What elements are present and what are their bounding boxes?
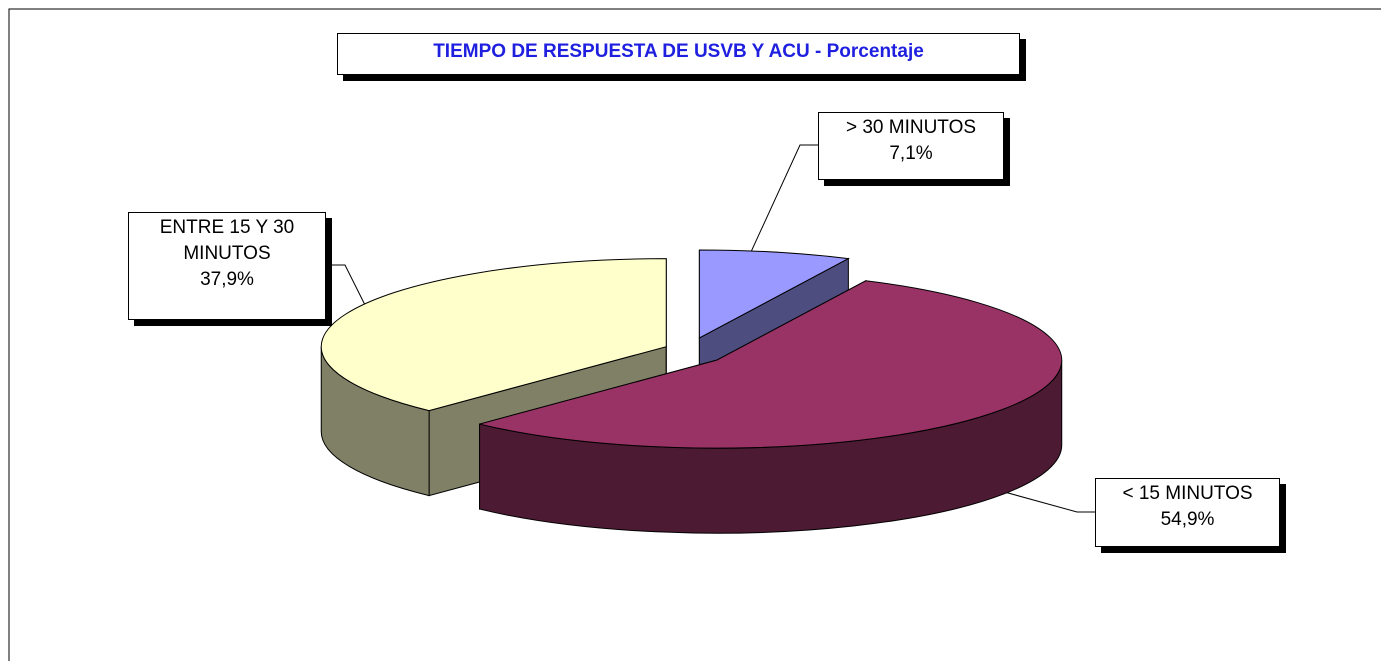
leader-line <box>989 487 1095 513</box>
data-label: > 30 MINUTOS 7,1% <box>818 112 1004 180</box>
data-label: ENTRE 15 Y 30 MINUTOS 37,9% <box>128 212 326 320</box>
label-value: 37,9% <box>200 269 254 290</box>
label-category: ENTRE 15 Y 30 MINUTOS <box>159 217 295 264</box>
leader-line <box>744 144 818 266</box>
chart-border <box>8 8 1381 661</box>
slice-top <box>320 258 667 412</box>
pie-slice <box>479 279 1063 534</box>
label-category: > 30 MINUTOS <box>845 117 977 138</box>
leader-line <box>326 264 371 316</box>
label-value: 7,1% <box>889 143 933 164</box>
slice-top <box>698 249 851 339</box>
label-category: < 15 MINUTOS <box>1122 483 1253 504</box>
label-value: 54,9% <box>1160 509 1215 530</box>
slice-top <box>479 280 1063 449</box>
data-label: < 15 MINUTOS 54,9% <box>1095 478 1280 547</box>
chart-title: TIEMPO DE RESPUESTA DE USVB Y ACU - Porc… <box>337 33 1020 75</box>
